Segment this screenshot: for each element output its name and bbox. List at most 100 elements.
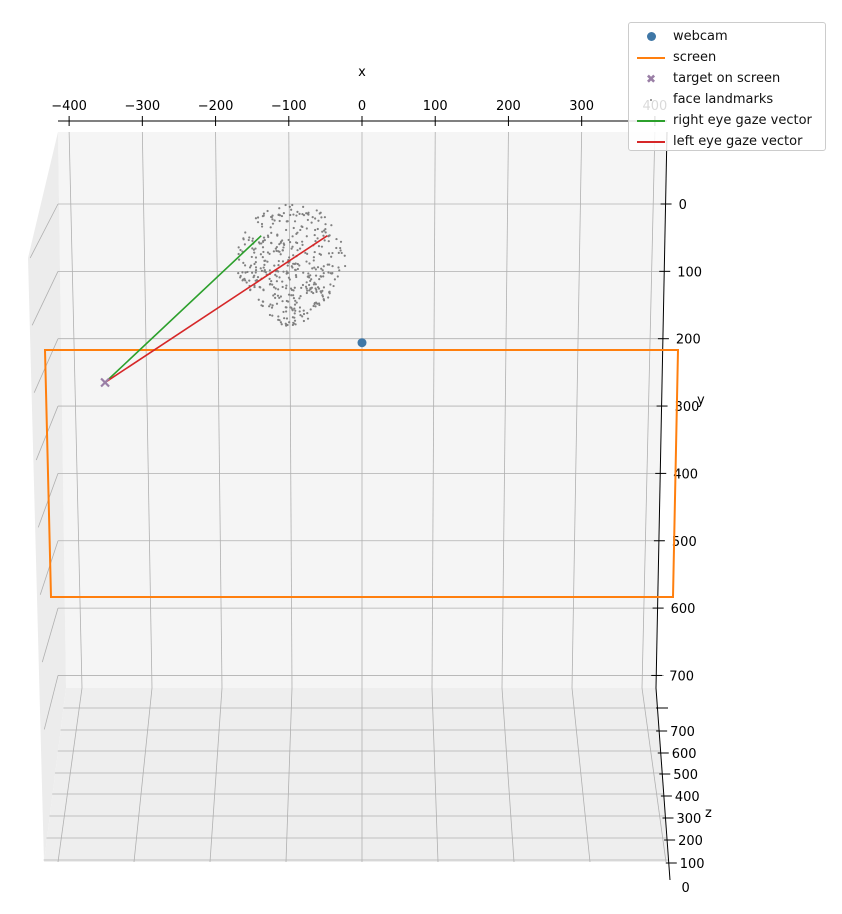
face-landmark-point <box>318 212 321 215</box>
face-landmark-point <box>273 219 276 222</box>
face-landmark-point <box>256 216 260 219</box>
face-landmark-point <box>237 258 241 261</box>
face-landmark-point <box>302 312 306 316</box>
face-landmark-point <box>324 231 327 234</box>
face-landmark-point <box>282 270 285 273</box>
grid-line-side-y <box>31 271 59 326</box>
face-landmark-point <box>237 272 240 275</box>
face-landmark-point <box>242 237 245 240</box>
y-axis-label: y <box>697 393 705 408</box>
face-landmark-point <box>293 312 296 315</box>
face-landmark-point <box>292 254 295 257</box>
face-landmark-point <box>293 307 296 310</box>
y-tick-label: 300 <box>675 400 700 415</box>
face-landmark-point <box>287 238 290 242</box>
face-landmark-point <box>333 278 336 281</box>
face-landmark-point <box>254 279 257 282</box>
face-landmark-point <box>306 317 310 320</box>
y-tick-label: 0 <box>679 198 687 213</box>
face-landmark-point <box>302 271 305 274</box>
face-landmark-point <box>254 266 258 269</box>
face-landmark-point <box>266 234 270 237</box>
face-landmark-point <box>339 249 342 252</box>
face-landmark-point <box>263 263 266 266</box>
face-landmark-point <box>292 294 295 297</box>
face-landmark-point <box>306 289 309 292</box>
face-landmark-point <box>283 243 286 247</box>
face-landmark-point <box>293 303 297 306</box>
x-axis-label: x <box>358 65 366 80</box>
face-landmark-point <box>313 302 316 305</box>
face-landmark-point <box>327 252 331 255</box>
face-landmark-point <box>308 289 311 292</box>
legend-item-screen: screen <box>629 47 825 68</box>
face-landmark-point <box>305 287 308 290</box>
face-landmark-point <box>304 285 308 288</box>
legend: webcam screen ✖ target on screen face la… <box>628 22 826 151</box>
x-tick-label: −300 <box>124 99 160 114</box>
face-landmark-point <box>251 239 254 243</box>
y-axis-line <box>655 131 668 689</box>
face-landmark-point <box>270 306 274 309</box>
face-landmark-point <box>309 287 312 290</box>
z-tick-label: 500 <box>673 768 698 783</box>
face-landmark-point <box>328 234 331 237</box>
face-landmark-point <box>310 278 313 281</box>
face-landmark-point <box>248 279 251 282</box>
face-landmark-point <box>309 279 312 283</box>
legend-item-webcam: webcam <box>629 26 825 47</box>
face-landmark-point <box>239 274 242 278</box>
back-pane <box>58 132 667 688</box>
face-landmark-point <box>287 293 291 296</box>
chart-marks <box>43 203 680 598</box>
face-landmark-point <box>254 217 258 220</box>
z-axis-label: z <box>705 806 712 821</box>
grid-line-x <box>215 131 223 689</box>
face-landmark-point <box>285 324 288 327</box>
face-landmark-point <box>245 281 248 284</box>
face-landmark-point <box>286 264 289 267</box>
face-landmark-point <box>305 235 308 238</box>
face-landmark-point <box>298 264 301 267</box>
face-landmark-point <box>339 240 343 243</box>
face-landmark-point <box>293 319 297 322</box>
face-landmark-point <box>311 267 314 270</box>
face-landmark-point <box>282 212 285 215</box>
face-landmark-point <box>251 271 254 274</box>
face-landmark-point <box>268 252 271 255</box>
face-landmark-point <box>321 269 324 272</box>
grid-line-floor-x <box>641 687 667 863</box>
face-landmark-point <box>292 262 295 265</box>
face-landmark-point <box>302 205 305 208</box>
face-landmark-point <box>294 268 297 272</box>
face-landmark-point <box>259 267 262 270</box>
face-landmark-point <box>278 243 281 246</box>
face-landmark-point <box>312 304 315 308</box>
legend-item-target: ✖ target on screen <box>629 68 825 89</box>
face-landmark-point <box>287 276 291 279</box>
face-landmark-point <box>248 266 252 269</box>
face-landmark-point <box>314 268 317 271</box>
grid-line-x <box>431 131 436 689</box>
face-landmark-point <box>277 270 280 273</box>
face-landmark-point <box>262 288 265 291</box>
face-landmark-point <box>276 233 279 236</box>
z-tick-label: 400 <box>675 790 700 805</box>
legend-item-right-eye: right eye gaze vector <box>629 110 825 131</box>
grid-line-side-y <box>39 540 59 595</box>
face-landmark-point <box>301 315 304 318</box>
face-landmark-point <box>312 291 315 295</box>
face-landmark-point <box>271 314 274 317</box>
face-landmark-point <box>278 207 281 210</box>
face-landmark-point <box>291 203 294 207</box>
face-landmark-point <box>288 321 291 324</box>
face-landmark-point <box>314 274 318 277</box>
face-landmark-point <box>343 254 346 257</box>
face-landmark-point <box>249 264 253 267</box>
face-landmark-point <box>327 271 330 274</box>
x-tick-label: 200 <box>496 99 521 114</box>
face-landmark-point <box>299 228 302 232</box>
face-landmark-point <box>306 252 309 255</box>
face-landmark-point <box>296 249 299 252</box>
face-landmark-point <box>243 243 246 246</box>
